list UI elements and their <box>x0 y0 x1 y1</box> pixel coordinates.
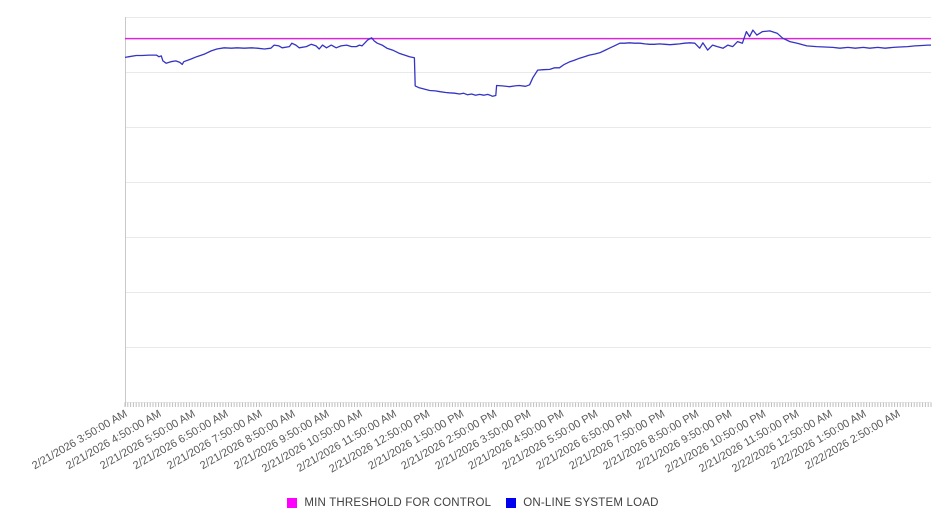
legend-item-system-load: ON-LINE SYSTEM LOAD <box>506 497 658 509</box>
legend-label-min-threshold: MIN THRESHOLD FOR CONTROL <box>304 497 492 509</box>
online-system-load-line <box>124 29 931 97</box>
legend: MIN THRESHOLD FOR CONTROL ON-LINE SYSTEM… <box>0 497 946 509</box>
legend-swatch-min-threshold <box>287 498 298 508</box>
legend-swatch-system-load <box>506 498 517 508</box>
plot-area <box>124 17 932 407</box>
legend-item-min-threshold: MIN THRESHOLD FOR CONTROL <box>287 497 491 509</box>
legend-label-system-load: ON-LINE SYSTEM LOAD <box>523 497 659 509</box>
